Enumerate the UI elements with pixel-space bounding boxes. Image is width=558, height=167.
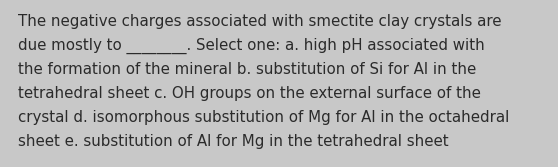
Text: tetrahedral sheet c. OH groups on the external surface of the: tetrahedral sheet c. OH groups on the ex… xyxy=(18,86,481,101)
Text: the formation of the mineral b. substitution of Si for Al in the: the formation of the mineral b. substitu… xyxy=(18,62,476,77)
Text: sheet e. substitution of Al for Mg in the tetrahedral sheet: sheet e. substitution of Al for Mg in th… xyxy=(18,134,449,149)
Text: The negative charges associated with smectite clay crystals are: The negative charges associated with sme… xyxy=(18,14,502,29)
Text: due mostly to ________. Select one: a. high pH associated with: due mostly to ________. Select one: a. h… xyxy=(18,38,485,54)
Text: crystal d. isomorphous substitution of Mg for Al in the octahedral: crystal d. isomorphous substitution of M… xyxy=(18,110,509,125)
